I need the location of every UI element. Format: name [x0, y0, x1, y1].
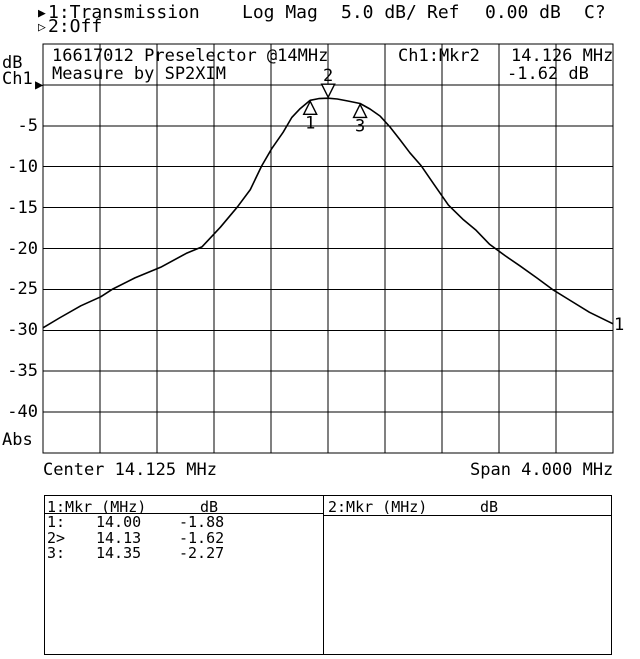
correction-status: C? [584, 2, 606, 23]
y-tick-label: -20 [7, 238, 38, 259]
marker-table2-header-separator [323, 515, 611, 516]
y-axis-tick-labels: -5 -10 -15 -20 -25 -30 -35 -40 [0, 0, 38, 659]
marker-readout-freq: 14.126 MHz [511, 46, 614, 66]
marker-table1-rows: 1: 14.00 -1.88 2> 14.13 -1.62 3: 14.35 -2.27 [45, 513, 323, 562]
marker-table-divider [323, 496, 324, 654]
y-tick-label: -25 [7, 279, 38, 300]
reference-level-icon: ▶ [35, 77, 44, 93]
marker-table-row: 3: 14.35 -2.27 [45, 544, 323, 562]
marker-symbol-1 [302, 99, 318, 115]
center-frequency-label: Center 14.125 MHz [43, 460, 217, 480]
y-tick-label: -30 [7, 320, 38, 341]
marker-row-id: 2> [47, 528, 66, 547]
axis-unit-label: dB [2, 53, 23, 73]
marker-table2-header-unit: dB [480, 498, 499, 516]
marker-label-3: 3 [355, 116, 365, 136]
marker-row-db: -1.62 [179, 528, 225, 547]
y-tick-label: -35 [7, 361, 38, 382]
channel-label: Ch1 [2, 69, 33, 89]
format-label: Log Mag [242, 2, 318, 23]
marker-label-1: 1 [305, 113, 315, 133]
marker-symbol-3 [352, 102, 368, 119]
y-tick-label: -15 [7, 197, 38, 218]
y-tick-label: -40 [7, 402, 38, 423]
marker-readout-value: -1.62 dB [507, 64, 589, 84]
trace-number-label: 1 [614, 315, 625, 335]
plot-title-line1: 16617012 Preselector @14MHz [52, 46, 329, 66]
marker-table-row: 1: 14.00 -1.88 [45, 513, 323, 531]
marker-row-freq: 14.35 [96, 544, 142, 562]
marker-table-row: 2> 14.13 -1.62 [45, 528, 323, 547]
marker-table1-header: 1:Mkr (MHz) [47, 498, 147, 516]
trace1-label: 1:Transmission [48, 2, 200, 23]
marker-table1-header-unit: dB [200, 498, 219, 516]
plot-title-line2: Measure by SP2XIM [52, 64, 226, 84]
marker-row-freq: 14.00 [96, 513, 142, 531]
marker-symbol-2 [320, 83, 336, 99]
marker-row-freq: 14.13 [96, 528, 142, 547]
marker-readout-channel: Ch1:Mkr2 [398, 46, 480, 66]
marker-label-2: 2 [323, 66, 333, 86]
y-tick-label: -5 [17, 115, 38, 136]
abs-mode-label: Abs [2, 430, 33, 450]
y-tick-label: -10 [7, 156, 38, 177]
trace2-inactive-icon: ▷ [38, 20, 46, 35]
trace1-active-icon: ▶ [38, 6, 46, 21]
marker-row-db: -1.88 [179, 513, 225, 531]
marker-row-id: 1: [47, 513, 66, 531]
marker-table1-header-separator [45, 513, 323, 514]
marker-table: 1:Mkr (MHz) dB 2:Mkr (MHz) dB 1: 14.00 -1.… [44, 495, 612, 655]
trace2-label: 2:Off [48, 16, 103, 37]
scale-per-div: 5.0 dB/ [341, 2, 417, 23]
ref-label: Ref [427, 2, 460, 23]
marker-row-id: 3: [47, 544, 66, 562]
marker-row-db: -2.27 [179, 544, 225, 562]
trace-line [42, 97, 614, 329]
span-label: Span 4.000 MHz [470, 460, 614, 480]
plot-border [42, 43, 614, 454]
marker-table2-header: 2:Mkr (MHz) [328, 498, 428, 516]
ref-value: 0.00 dB [485, 2, 561, 23]
